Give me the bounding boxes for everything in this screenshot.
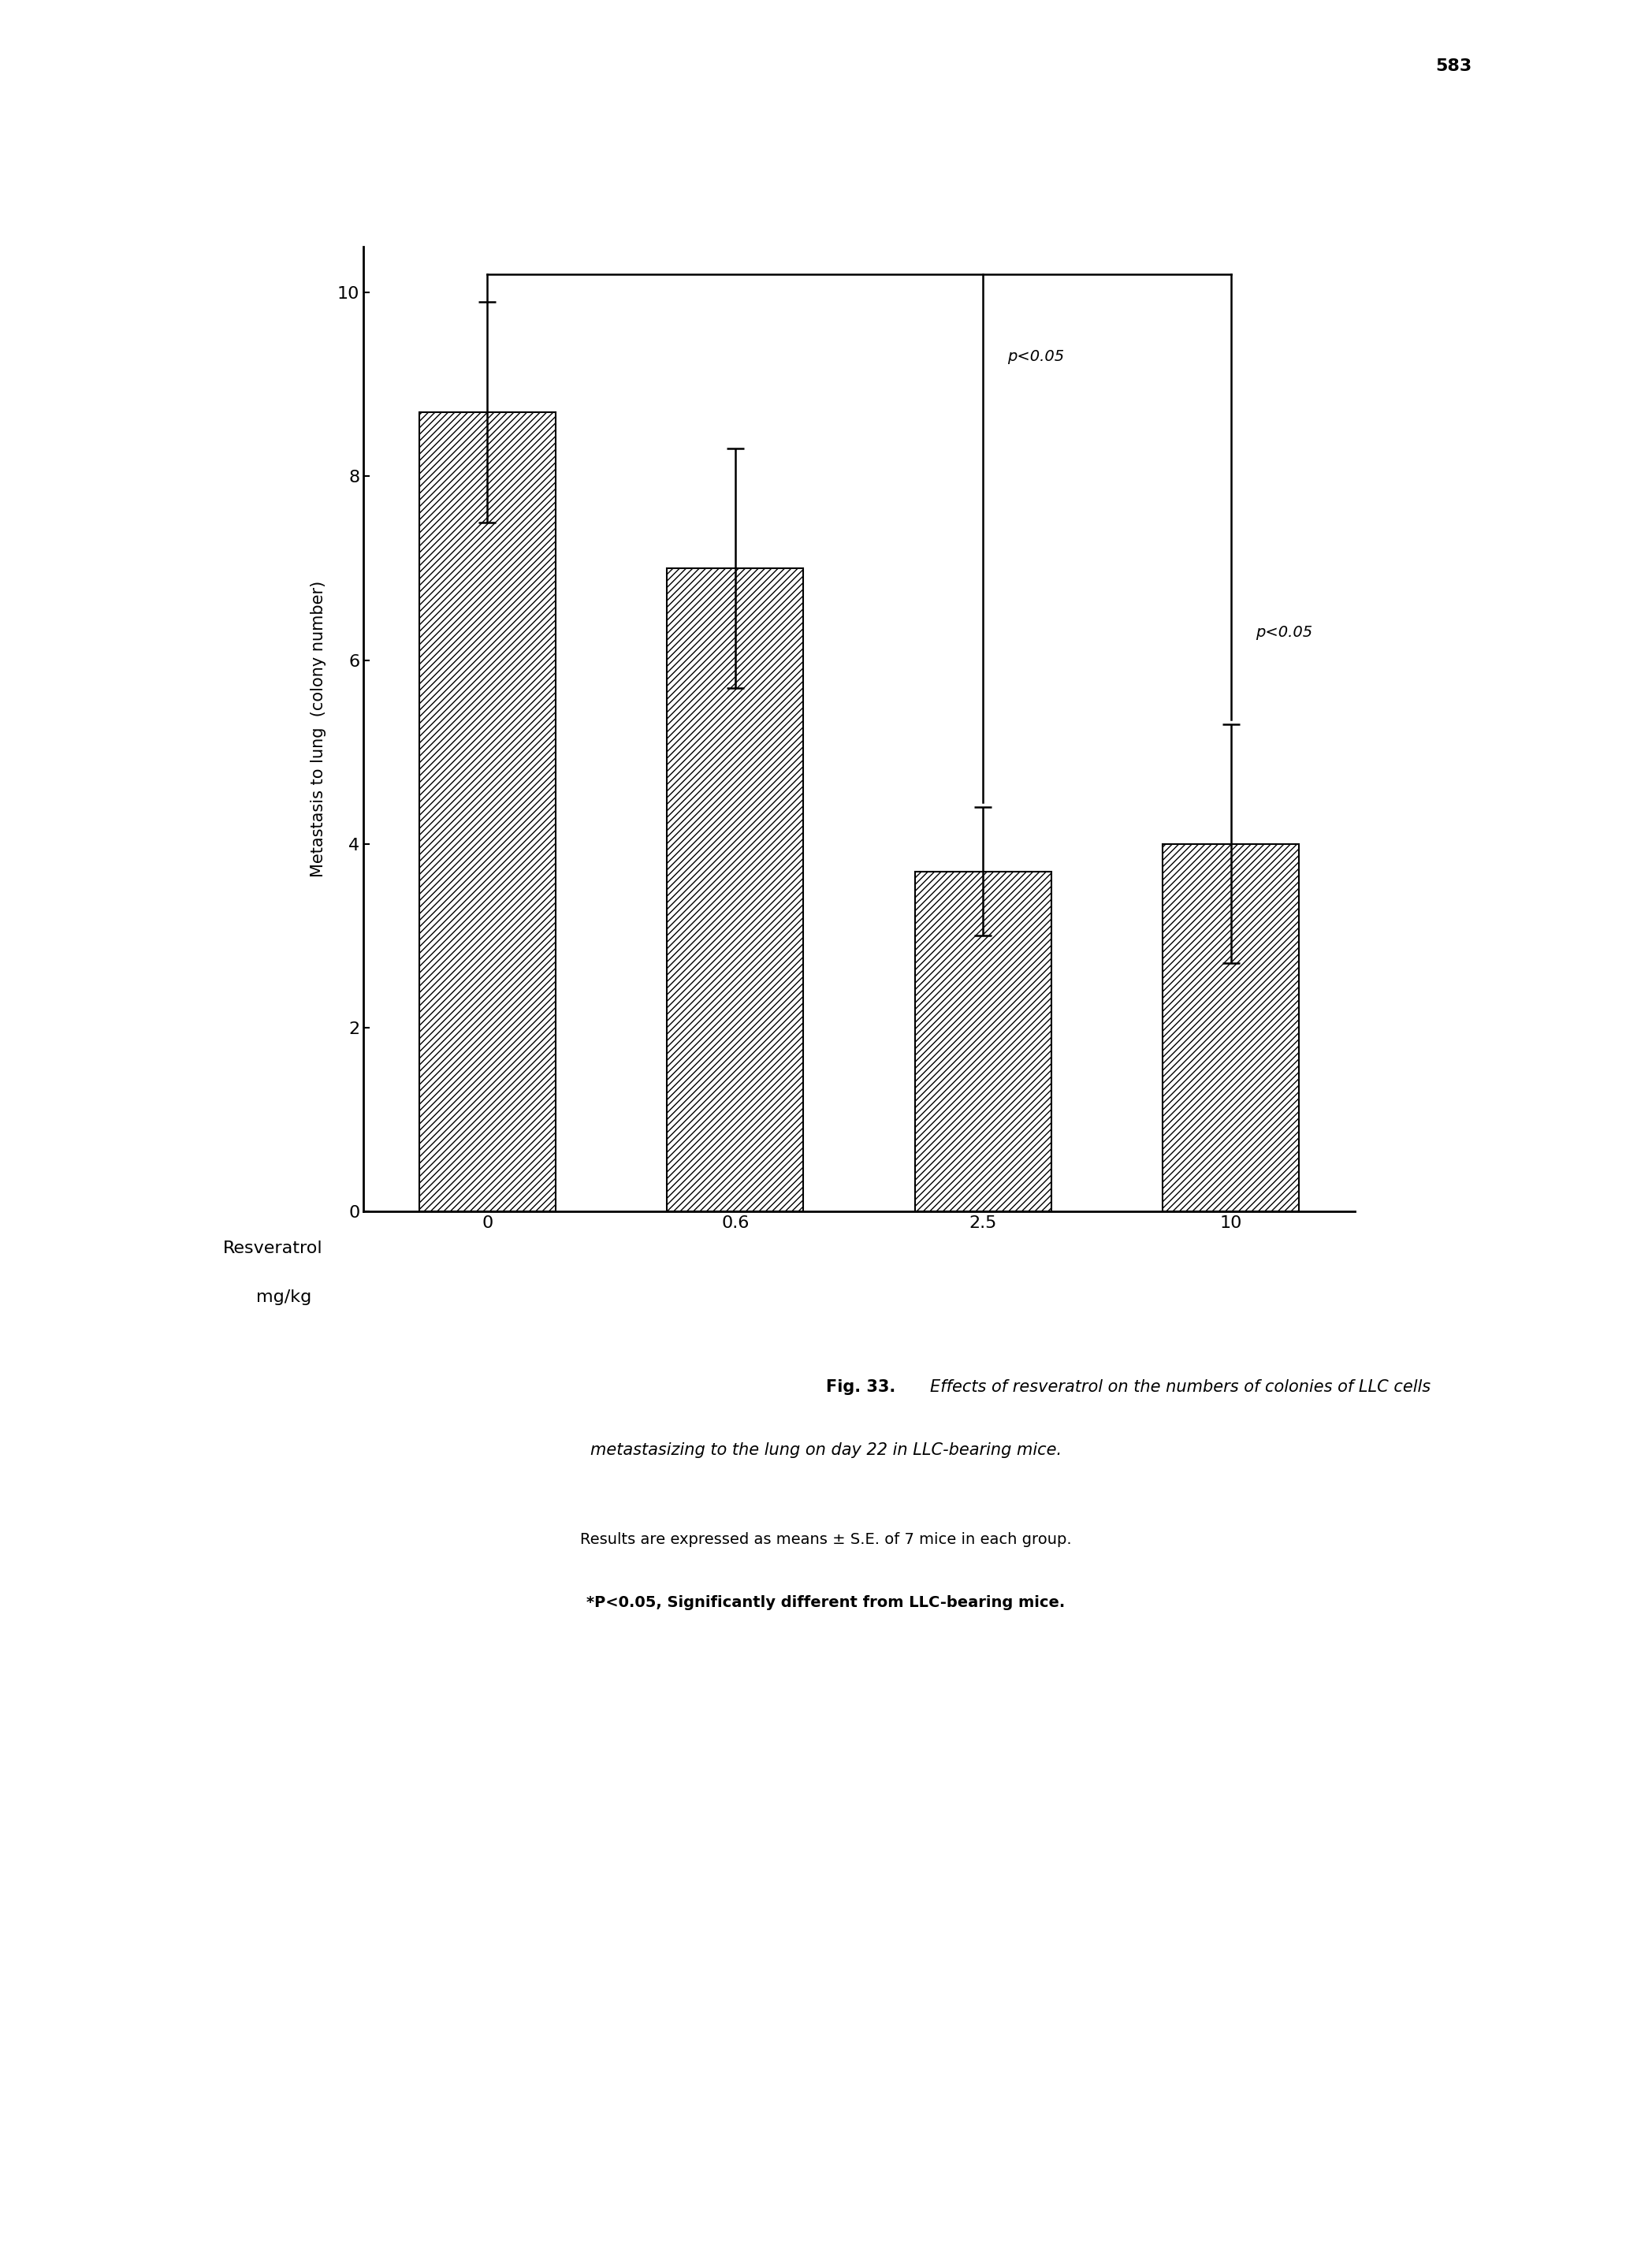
- Text: metastasizing to the lung on day 22 in LLC-bearing mice.: metastasizing to the lung on day 22 in L…: [590, 1442, 1062, 1458]
- Text: Effects of resveratrol on the numbers of colonies of LLC cells: Effects of resveratrol on the numbers of…: [930, 1379, 1431, 1395]
- Text: Resveratrol: Resveratrol: [223, 1240, 322, 1256]
- Text: Results are expressed as means ± S.E. of 7 mice in each group.: Results are expressed as means ± S.E. of…: [580, 1532, 1072, 1548]
- Bar: [420, 413, 555, 1211]
- Text: *P<0.05, Significantly different from LLC-bearing mice.: *P<0.05, Significantly different from LL…: [586, 1595, 1066, 1610]
- Text: mg/kg: mg/kg: [256, 1290, 312, 1305]
- Text: Fig. 33.: Fig. 33.: [826, 1379, 895, 1395]
- Bar: [915, 870, 1051, 1211]
- Text: p<0.05: p<0.05: [1256, 626, 1312, 639]
- Bar: [667, 567, 803, 1211]
- Y-axis label: Metastasis to lung  (colony number): Metastasis to lung (colony number): [311, 581, 327, 877]
- Bar: [1163, 843, 1298, 1211]
- Text: 583: 583: [1436, 58, 1472, 74]
- Text: p<0.05: p<0.05: [1008, 350, 1064, 363]
